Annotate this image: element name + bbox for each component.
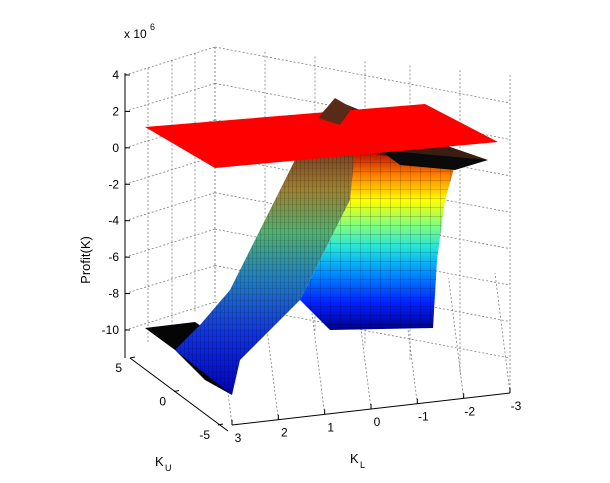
z-tick-label: -4 [108, 214, 119, 228]
z-axis-label: Profit(K) [78, 236, 93, 284]
grid-line [124, 192, 216, 222]
z-tick-label: 4 [112, 68, 119, 82]
kl-tick-label: 2 [281, 426, 288, 440]
ku-tick-mark [173, 390, 180, 392]
exponent-power: 6 [150, 22, 155, 32]
z-tick-label: 2 [112, 104, 119, 118]
exponent-label: x 10 6 [124, 22, 155, 41]
ku-axis-label: K U [155, 454, 172, 473]
grid-line [124, 83, 216, 112]
z-tick-label: -6 [108, 250, 119, 264]
kl-tick-label: -1 [418, 410, 429, 424]
ku-label-main: K [155, 454, 164, 469]
z-tick-label: -10 [102, 323, 120, 337]
ticks: 4 2 0 -2 -4 -6 -8 -10 5 0 -5 3 2 1 0 -1 -2 -3 [102, 68, 522, 445]
grid-line [214, 46, 511, 104]
grid-line [124, 265, 216, 294]
grid-line [309, 294, 326, 415]
kl-tick-label: 1 [327, 420, 334, 434]
grid-line [124, 155, 216, 185]
surface-peak [318, 98, 352, 125]
red-plane [145, 104, 498, 168]
ku-tick-mark [129, 356, 136, 359]
profit-surface [145, 100, 488, 395]
z-tick-label: -2 [108, 177, 119, 191]
ku-tick-mark [217, 423, 224, 426]
kl-axis-label: K L [350, 451, 365, 470]
ku-tick-label: -5 [199, 428, 210, 442]
kl-label-sub: L [360, 460, 365, 470]
ku-axis-line [129, 357, 229, 432]
grid-line [124, 228, 216, 258]
kl-tick-label: -3 [511, 399, 522, 413]
kl-tick-label: 0 [374, 415, 381, 429]
z-tick-label: -8 [108, 287, 119, 301]
grid-line [124, 46, 216, 76]
exponent-base: x 10 [124, 27, 147, 41]
kl-label-main: K [350, 451, 359, 466]
kl-tick-label: 3 [235, 431, 242, 445]
grid-line [448, 278, 465, 399]
ku-label-sub: U [165, 463, 172, 473]
z-tick-label: 0 [112, 141, 119, 155]
grid-line [494, 272, 511, 394]
ku-tick-label: 5 [115, 361, 122, 375]
ku-tick-label: 0 [159, 395, 166, 409]
kl-tick-label: -2 [464, 404, 475, 418]
